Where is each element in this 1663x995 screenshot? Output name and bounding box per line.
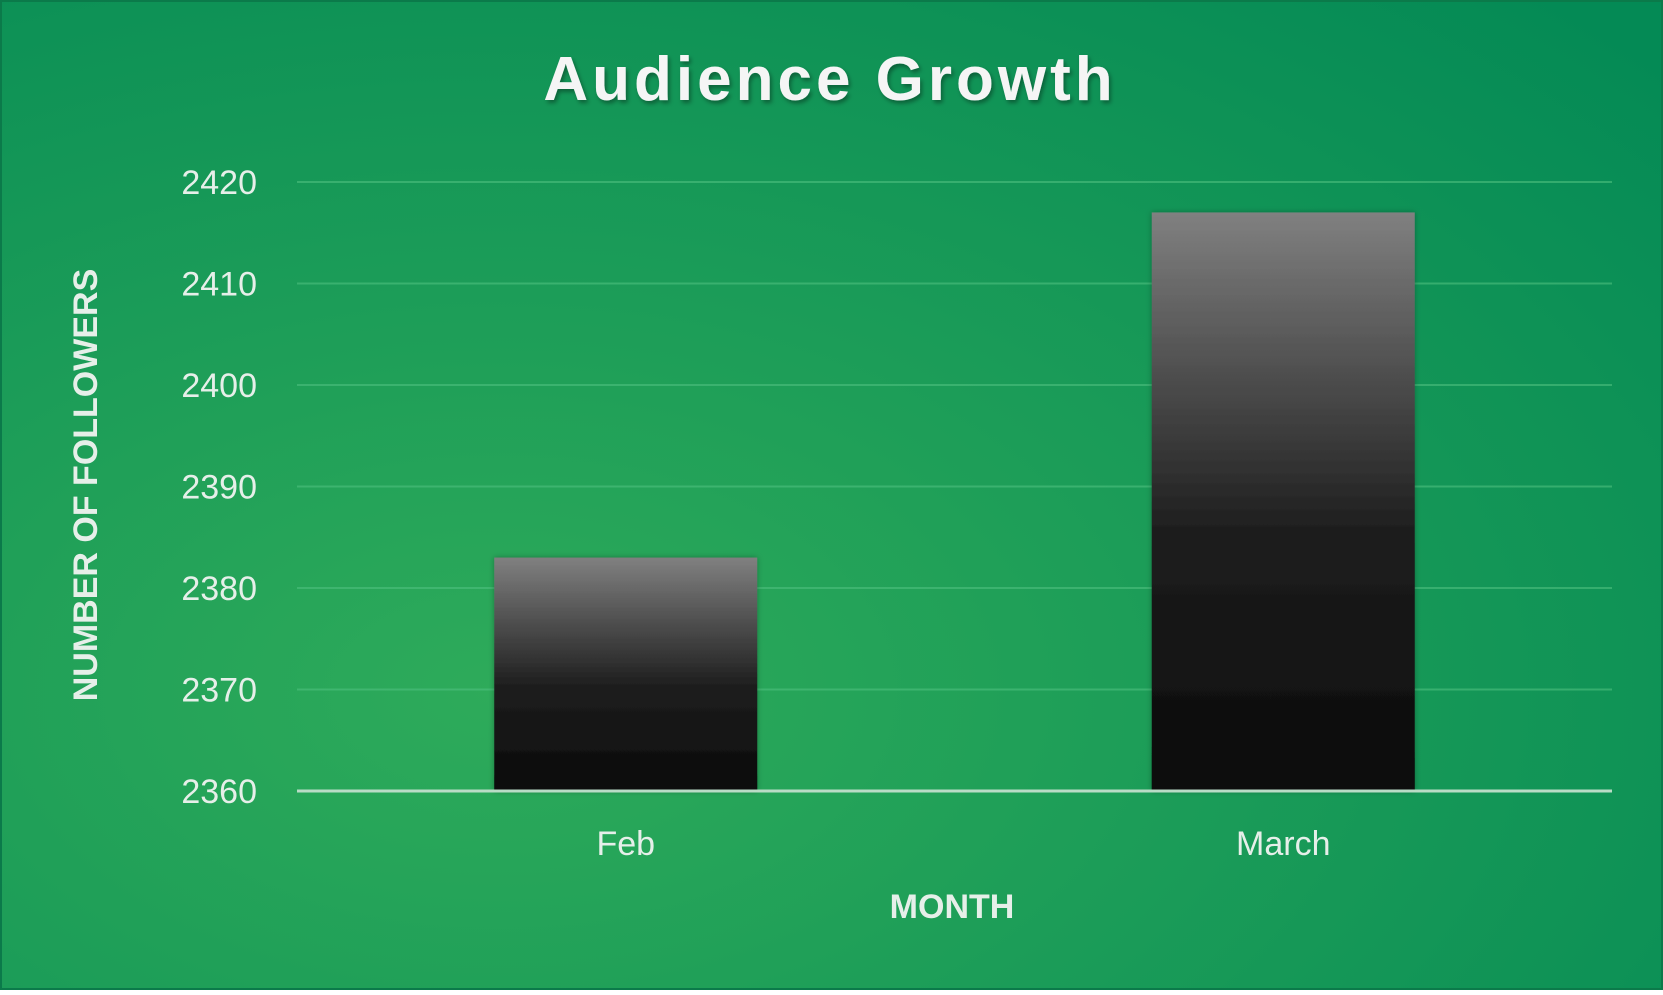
y-tick-label: 2420 [181, 164, 257, 202]
y-tick-label: 2380 [181, 570, 257, 608]
y-tick-label: 2360 [181, 773, 257, 811]
x-axis-ticks: Feb March [596, 825, 1330, 863]
bar-feb [494, 557, 758, 791]
y-axis-ticks: 2360 2370 2380 2390 2400 2410 2420 [181, 164, 257, 811]
x-tick-label: March [1236, 825, 1330, 863]
bars [494, 212, 1415, 791]
chart-title: Audience Growth [543, 45, 1116, 114]
x-tick-label: Feb [596, 825, 655, 863]
bar-march [1151, 212, 1415, 791]
y-axis-label: NUMBER OF FOLLOWERS [67, 269, 105, 702]
y-tick-label: 2410 [181, 266, 257, 304]
y-tick-label: 2370 [181, 672, 257, 710]
y-tick-label: 2400 [181, 367, 257, 405]
x-axis-label: MONTH [890, 888, 1015, 926]
y-tick-label: 2390 [181, 469, 257, 507]
